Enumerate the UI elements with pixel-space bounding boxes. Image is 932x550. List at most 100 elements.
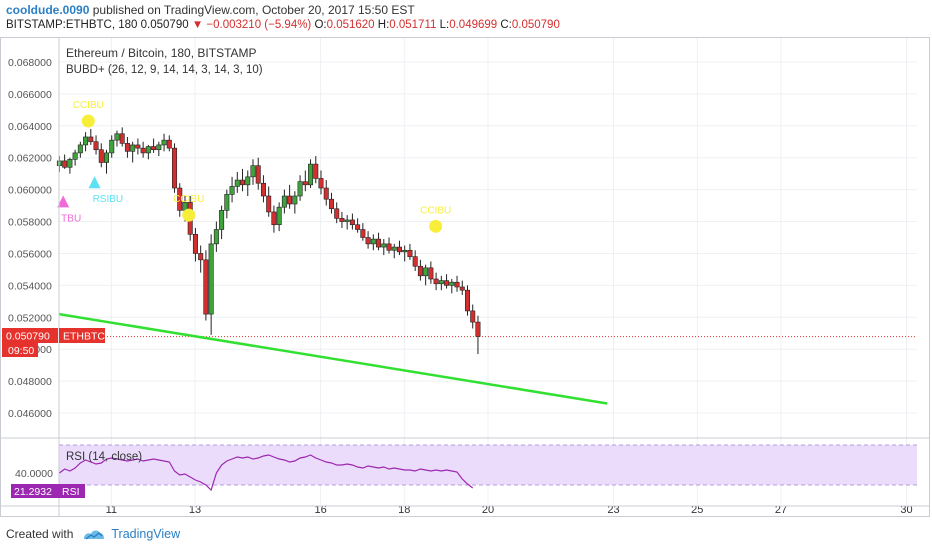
candle-body <box>459 286 465 291</box>
candle <box>135 138 141 155</box>
candle-body <box>396 246 402 253</box>
candle-body <box>302 181 308 186</box>
candle-body <box>229 186 235 195</box>
signal-marker-circle <box>429 219 443 233</box>
candle <box>302 170 308 192</box>
candle-body <box>417 265 423 277</box>
candle-body <box>77 144 83 154</box>
candle-body <box>313 163 319 179</box>
footer: Created with TradingView <box>6 527 180 541</box>
candle <box>323 180 329 206</box>
candle-body <box>130 144 136 152</box>
x-tick-label: 25 <box>691 504 703 516</box>
candle-body <box>213 229 219 245</box>
candle-body <box>255 165 261 184</box>
candle <box>334 202 340 224</box>
candle-body <box>240 179 246 186</box>
candle <box>391 243 397 259</box>
candle-body <box>245 176 251 186</box>
candle-body <box>444 280 450 286</box>
symbol-header: BITSTAMP:ETHBTC, 180 0.050790 ▼ −0.00321… <box>6 19 560 31</box>
candle-body <box>124 143 130 152</box>
candle-body <box>454 281 460 288</box>
candle-body <box>166 139 172 149</box>
candle <box>428 261 434 284</box>
high-value: 0.051711 <box>389 19 437 31</box>
rsi-legend: RSI (14, close) <box>66 451 142 463</box>
candle-body <box>349 219 355 226</box>
candle <box>198 245 204 273</box>
rsi-line <box>59 454 474 492</box>
candle-body <box>276 206 282 226</box>
candle-body <box>344 219 350 222</box>
price-badge-ticker: ETHBTC <box>63 331 105 343</box>
candle-body <box>67 158 73 168</box>
y-tick-label: 0.066000 <box>8 89 52 101</box>
candle <box>98 143 104 168</box>
candles <box>56 127 481 355</box>
x-tick-label: 27 <box>775 504 787 516</box>
candle-body <box>428 267 434 280</box>
close-label: C: <box>500 19 512 31</box>
candle <box>281 189 287 214</box>
y-tick-label: 0.064000 <box>8 121 52 133</box>
candle-body <box>151 146 157 151</box>
candle <box>433 272 439 291</box>
candle-body <box>365 237 371 245</box>
candle-body <box>323 187 329 200</box>
candle <box>260 175 266 203</box>
signal-marker-triangle <box>57 195 70 208</box>
y-tick-label: 0.062000 <box>8 153 52 165</box>
change-arrow-icon: ▼ <box>191 19 204 31</box>
price-badge: 0.050790 09:50 ETHBTC <box>2 328 105 357</box>
candle <box>423 264 429 286</box>
candle-body <box>156 144 162 151</box>
candle <box>203 250 209 321</box>
y-tick-label: 0.060000 <box>8 185 52 197</box>
candle-body <box>423 267 429 277</box>
price-change: −0.003210 (−5.94%) <box>206 19 312 31</box>
candle-body <box>192 234 198 254</box>
candle <box>376 232 382 251</box>
candle-body <box>339 218 345 222</box>
candle-body <box>177 187 183 211</box>
candle-body <box>318 178 324 189</box>
trendline[interactable] <box>58 312 608 405</box>
candle <box>459 280 465 295</box>
candle <box>355 218 361 233</box>
rsi-pane <box>59 444 917 492</box>
candle <box>454 275 460 292</box>
close-value: 0.050790 <box>511 19 560 31</box>
candle <box>464 285 470 316</box>
x-tick-label: 30 <box>900 504 912 516</box>
candle-body <box>281 195 287 208</box>
signal-marker-circle <box>81 114 95 128</box>
candle <box>234 172 240 193</box>
price-badge-value: 0.050790 <box>6 331 50 343</box>
low-label: L: <box>439 19 450 31</box>
candle <box>438 275 444 291</box>
candle-body <box>198 253 204 261</box>
candle <box>344 215 350 230</box>
trendline-layer[interactable] <box>58 312 608 405</box>
candle <box>255 157 261 190</box>
x-tick-label: 23 <box>607 504 619 516</box>
candle <box>381 239 387 256</box>
author-link[interactable]: cooldude.0090 <box>6 3 90 17</box>
candle <box>328 192 334 214</box>
candle-body <box>161 139 167 146</box>
candle <box>83 132 89 152</box>
candle <box>313 156 319 184</box>
symbol-name: BITSTAMP:ETHBTC, 180 <box>6 19 138 31</box>
candle-body <box>114 133 120 141</box>
candle-body <box>88 136 94 143</box>
candle <box>140 141 146 158</box>
candle <box>177 183 183 217</box>
candle-body <box>438 280 444 285</box>
tradingview-brand-link[interactable]: TradingView <box>111 527 181 541</box>
y-tick-label: 0.052000 <box>8 312 52 324</box>
signal-label: TBU <box>61 213 81 224</box>
open-label: O: <box>314 19 327 31</box>
x-tick-label: 20 <box>482 504 494 516</box>
